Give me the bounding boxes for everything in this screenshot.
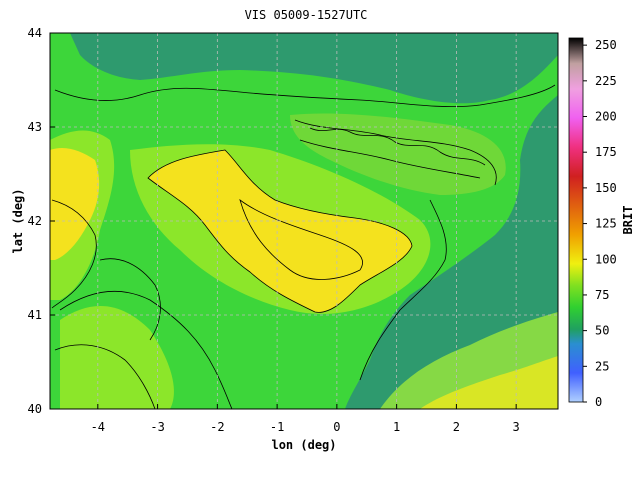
contour-coast-north <box>54 84 556 108</box>
contour-lines <box>51 84 556 409</box>
x-axis-label: lon (deg) <box>271 438 336 452</box>
colorbar-ticks: 0 25 50 75 100 125 150 175 200 225 250 <box>583 38 617 409</box>
contour-south-2 <box>54 344 156 409</box>
contour-inner-ebro <box>239 198 363 280</box>
colorbar-tick-label: 200 <box>595 110 617 124</box>
sea-cloud-bright <box>420 356 558 409</box>
y-axis-label: lat (deg) <box>11 188 25 253</box>
bay-of-biscay <box>70 33 558 104</box>
ebro-plateau <box>148 150 412 313</box>
y-tick-label: 42 <box>28 214 42 228</box>
y-axis-ticks: 40 41 42 43 44 <box>28 26 55 416</box>
x-tick-label: 3 <box>513 420 520 434</box>
x-tick-label: -3 <box>150 420 164 434</box>
x-axis-ticks: -4 -3 -2 -1 0 1 2 3 <box>91 404 520 434</box>
x-tick-label: -1 <box>270 420 284 434</box>
contour-pyrenees-3 <box>309 127 486 166</box>
colorbar: 0 25 50 75 100 125 150 175 200 225 250 BRIT <box>568 37 635 409</box>
contour-south-1 <box>59 290 233 409</box>
gridlines <box>50 33 558 409</box>
x-tick-label: 1 <box>393 420 400 434</box>
contour-pyrenees-1 <box>294 119 497 186</box>
west-plateau <box>50 148 100 260</box>
colorbar-tick-label: 225 <box>595 74 617 88</box>
x-tick-label: 0 <box>333 420 340 434</box>
land-mid-south <box>60 306 174 409</box>
x-tick-label: -4 <box>91 420 105 434</box>
colorbar-tick-label: 175 <box>595 145 617 159</box>
contour-pyrenees-2 <box>299 139 481 179</box>
colorbar-tick-label: 150 <box>595 181 617 195</box>
y-tick-label: 44 <box>28 26 42 40</box>
colorbar-label: BRIT <box>621 206 635 235</box>
colorbar-tick-label: 25 <box>595 359 609 373</box>
colorbar-tick-label: 125 <box>595 217 617 231</box>
chart-title: VIS 05009-1527UTC <box>244 8 368 22</box>
contour-west-1 <box>51 199 97 309</box>
y-tick-label: 41 <box>28 308 42 322</box>
colorbar-tick-label: 0 <box>595 395 602 409</box>
contour-ebro <box>147 149 413 313</box>
colorbar-tick-label: 100 <box>595 252 617 266</box>
y-tick-label: 43 <box>28 120 42 134</box>
colorbar-ramp <box>568 37 584 403</box>
pyrenees-band <box>290 113 506 195</box>
contour-east-1 <box>359 199 447 381</box>
x-tick-label: -2 <box>210 420 224 434</box>
x-tick-label: 2 <box>453 420 460 434</box>
contour-west-2 <box>99 258 161 341</box>
colorbar-tick-label: 250 <box>595 38 617 52</box>
colorbar-tick-label: 75 <box>595 288 609 302</box>
y-tick-label: 40 <box>28 402 42 416</box>
colorbar-tick-label: 50 <box>595 324 609 338</box>
